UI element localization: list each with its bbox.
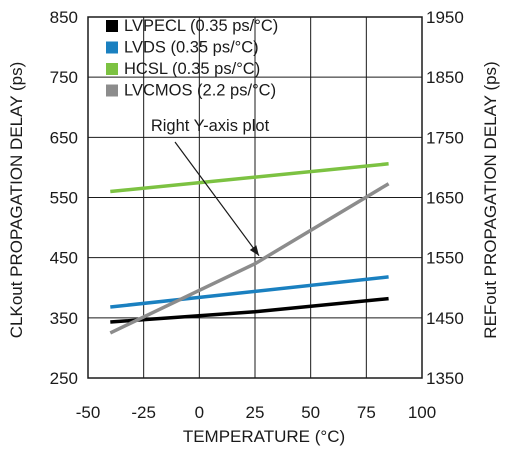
x-axis-title: TEMPERATURE (°C) bbox=[183, 427, 345, 446]
annotation-arrowhead bbox=[249, 245, 259, 256]
series-line-lvpecl bbox=[110, 296, 389, 324]
x-tick-label: 0 bbox=[195, 403, 204, 422]
left-y-tick-label: 350 bbox=[50, 309, 78, 328]
legend-label-lvcmos: LVCMOS (2.2 ps/°C) bbox=[124, 82, 276, 100]
legend-swatch-lvds bbox=[106, 41, 118, 54]
annotation-arrow-line bbox=[174, 141, 260, 257]
annotation: Right Y-axis plot bbox=[151, 117, 270, 257]
tick-labels: -50 -25 0 25 50 75 100 250 350 450 550 650 750 850 135… bbox=[50, 8, 464, 422]
series-layer bbox=[109, 162, 390, 335]
left-y-tick-label: 650 bbox=[50, 128, 78, 147]
x-tick-label: -50 bbox=[76, 403, 101, 422]
right-y-tick-label: 1650 bbox=[426, 189, 464, 208]
left-y-tick-label: 750 bbox=[50, 68, 78, 87]
right-y-tick-label: 1750 bbox=[426, 128, 464, 147]
right-y-tick-label: 1450 bbox=[426, 309, 464, 328]
right-axis-title: REFout PROPAGATION DELAY (ps) bbox=[481, 61, 500, 338]
right-y-tick-label: 1950 bbox=[426, 8, 464, 27]
left-axis-title: CLKout PROPAGATION DELAY (ps) bbox=[7, 62, 26, 339]
x-tick-label: 50 bbox=[301, 403, 320, 422]
series-line-hcsl bbox=[110, 162, 389, 194]
x-tick-label: 75 bbox=[357, 403, 376, 422]
left-y-tick-label: 450 bbox=[50, 249, 78, 268]
plot-frame bbox=[87, 16, 423, 379]
series-line-lvcmos bbox=[109, 182, 390, 335]
left-y-tick-label: 250 bbox=[50, 369, 78, 388]
right-y-tick-label: 1350 bbox=[426, 369, 464, 388]
left-y-tick-label: 550 bbox=[50, 189, 78, 208]
annotation-label: Right Y-axis plot bbox=[151, 117, 270, 135]
right-y-tick-label: 1850 bbox=[426, 68, 464, 87]
legend-swatch-lvpecl bbox=[106, 20, 118, 32]
right-y-tick-label: 1550 bbox=[426, 249, 464, 268]
series-line-lvds bbox=[110, 275, 389, 309]
legend: LVPECL (0.35 ps/°C) LVDS (0.35 ps/°C) HCSL… bbox=[106, 17, 278, 100]
legend-label-hcsl: HCSL (0.35 ps/°C) bbox=[124, 60, 260, 78]
x-tick-label: -25 bbox=[131, 403, 156, 422]
legend-label-lvpecl: LVPECL (0.35 ps/°C) bbox=[124, 17, 278, 35]
left-y-tick-label: 850 bbox=[50, 8, 78, 27]
legend-swatch-hcsl bbox=[106, 63, 118, 75]
legend-label-lvds: LVDS (0.35 ps/°C) bbox=[124, 39, 259, 57]
legend-swatch-lvcmos bbox=[106, 84, 118, 97]
x-tick-label: 100 bbox=[408, 403, 436, 422]
x-tick-label: 25 bbox=[246, 403, 265, 422]
